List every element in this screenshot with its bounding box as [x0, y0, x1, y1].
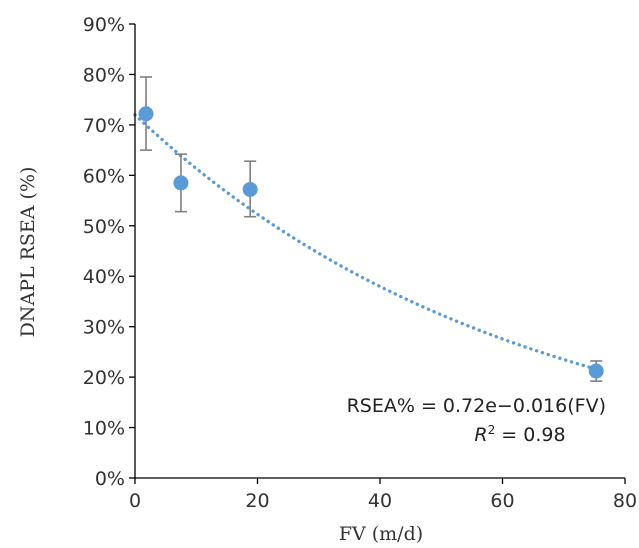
x-tick-label: 80 — [613, 490, 637, 512]
x-tick-label: 60 — [490, 490, 514, 512]
data-point — [173, 175, 189, 191]
r-squared-label: R2 = 0.98 — [474, 423, 565, 446]
error-bars — [140, 76, 603, 382]
r-squared-superscript: 2 — [488, 423, 496, 437]
y-tick-label: 20% — [83, 367, 125, 389]
y-axis-title: DNAPL RSEA (%) — [17, 167, 39, 338]
y-tick-label: 50% — [83, 216, 125, 238]
y-tick-label: 0% — [95, 468, 125, 490]
x-tick-labels: 0 20 40 60 80 — [129, 490, 637, 512]
x-tick-label: 40 — [368, 490, 392, 512]
exponential-trendline — [133, 113, 603, 373]
y-tick-label: 30% — [83, 317, 125, 339]
y-tick-label: 80% — [83, 64, 125, 86]
x-tick-label: 20 — [245, 490, 269, 512]
trendline-layer — [133, 113, 603, 373]
y-tick-label: 60% — [83, 165, 125, 187]
y-tick-label: 90% — [83, 14, 125, 36]
x-tick-label: 0 — [129, 490, 141, 512]
data-point — [588, 363, 604, 379]
r-squared-symbol: R — [474, 424, 487, 446]
y-tick-label: 10% — [83, 418, 125, 440]
x-axis-title: FV (m/d) — [339, 523, 423, 545]
data-point — [242, 181, 258, 197]
axis-ticks — [129, 23, 626, 484]
y-tick-labels: 0% 10% 20% 30% 40% 50% 60% 70% 80% 90% — [83, 14, 125, 490]
trendline-equation: RSEA% = 0.72e−0.016(FV) — [347, 395, 606, 417]
y-tick-label: 40% — [83, 266, 125, 288]
data-points — [138, 106, 604, 379]
data-point — [138, 106, 154, 122]
y-tick-label: 70% — [83, 115, 125, 137]
r-squared-value: = 0.98 — [495, 424, 565, 446]
